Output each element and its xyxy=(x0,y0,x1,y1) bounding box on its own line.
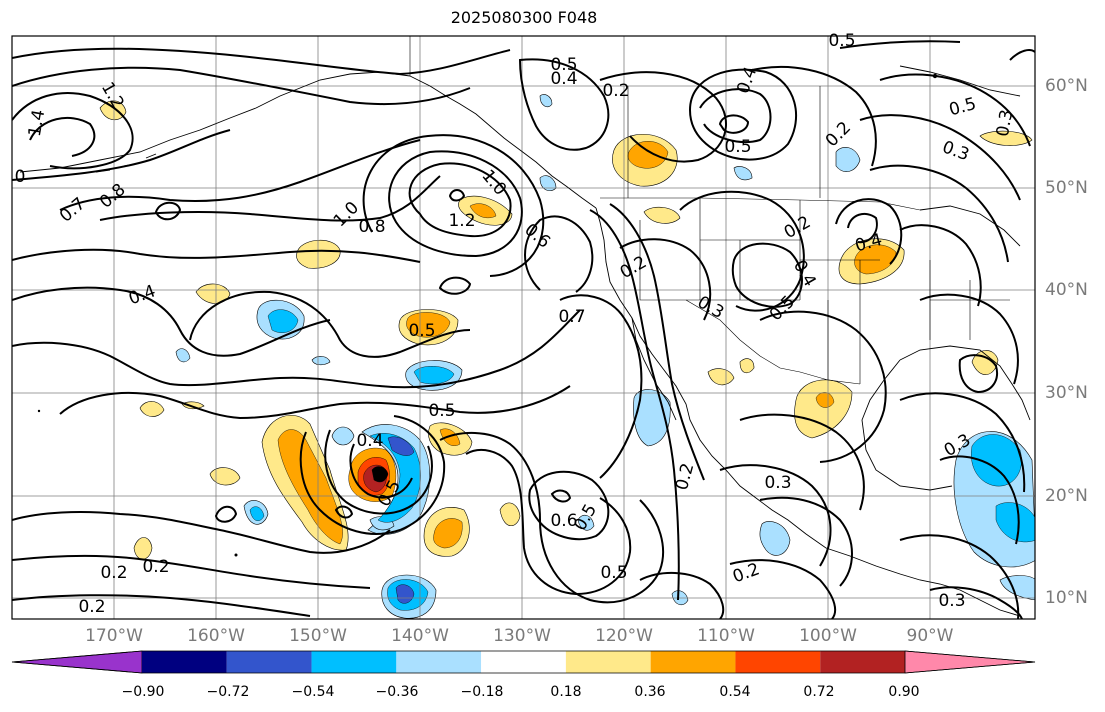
colorbar-tick-label: −0.54 xyxy=(291,684,335,700)
contour-label: 0.5 xyxy=(428,401,455,421)
land-fragments xyxy=(37,73,938,557)
longitude-label: 100°W xyxy=(799,626,857,646)
contour-label: 0.7 xyxy=(558,307,585,327)
contour-label: 0.5 xyxy=(600,563,627,583)
contour-label: 0.5 xyxy=(550,55,577,75)
contour-label: 0.5 xyxy=(766,292,799,325)
latitude-label: 50°N xyxy=(1045,178,1088,198)
longitude-label: 160°W xyxy=(187,626,245,646)
map-frame xyxy=(11,35,1036,620)
colorbar-extend-low xyxy=(11,650,143,674)
positive-anomaly-core xyxy=(348,447,397,502)
colorbar-segment xyxy=(311,651,397,673)
contour-label: 0.7 xyxy=(56,194,90,227)
colorbar-tick-label: 0.36 xyxy=(634,684,666,700)
latitude-label: 40°N xyxy=(1045,280,1088,300)
longitude-label: 90°W xyxy=(906,626,954,646)
contour-label: 0.4 xyxy=(789,257,820,290)
contour-label: 0.8 xyxy=(96,180,130,213)
map-title: 2025080300 F048 xyxy=(450,8,598,27)
contour-label: 0.2 xyxy=(617,252,650,283)
colorbar-tick-label: −0.72 xyxy=(206,684,250,700)
colorbar-tick-label: −0.18 xyxy=(460,684,504,700)
colorbar-segment xyxy=(735,651,821,673)
contour-label: 0.3 xyxy=(940,137,972,165)
contour-label: 1.4 xyxy=(25,108,49,138)
longitude-label: 170°W xyxy=(85,626,143,646)
colorbar-outline xyxy=(11,650,1036,674)
colorbar-tick-label: 0.90 xyxy=(888,684,920,700)
political-borders xyxy=(409,36,1010,385)
positive-anomaly-fill xyxy=(99,100,1033,560)
contour-label: 0.4 xyxy=(356,431,383,451)
contour-label: 0.2 xyxy=(822,118,855,151)
contour-label: 0.3 xyxy=(694,292,727,323)
colorbar-tick-label: 0.18 xyxy=(550,684,582,700)
longitude-label: 110°W xyxy=(697,626,755,646)
contour-label: 0.2 xyxy=(781,212,814,243)
colorbar-segment xyxy=(481,651,566,673)
contour-label: 0.2 xyxy=(78,597,105,617)
contour-label: 0.2 xyxy=(602,81,629,101)
contour-label: 0 xyxy=(15,167,26,187)
colorbar-extend-high xyxy=(904,650,1036,674)
colorbar-segment xyxy=(565,651,651,673)
contour-label: 0.4 xyxy=(550,69,577,89)
negative-anomaly-strong xyxy=(387,436,415,604)
colorbar-tick-label: −0.36 xyxy=(375,684,419,700)
colorbar-tick-label: 0.54 xyxy=(719,684,751,700)
contour-label: 0.5 xyxy=(724,137,751,157)
latitude-label: 60°N xyxy=(1045,76,1088,96)
contour-label: 0.2 xyxy=(142,557,169,577)
latitude-label: 30°N xyxy=(1045,383,1088,403)
contour-label: 0.8 xyxy=(358,217,385,237)
shaded-anomalies xyxy=(99,94,1035,619)
longitude-label: 130°W xyxy=(493,626,551,646)
contour-label: 0.2 xyxy=(672,461,698,492)
latitude-label: 20°N xyxy=(1045,486,1088,506)
contour-label: 0.5 xyxy=(947,94,978,120)
colorbar-tick-label: −0.90 xyxy=(121,684,165,700)
contour-label: 0.5 xyxy=(408,321,435,341)
colorbar-segment xyxy=(820,651,905,673)
longitude-label: 120°W xyxy=(595,626,653,646)
colorbar-segment xyxy=(226,651,312,673)
longitude-label: 150°W xyxy=(289,626,347,646)
contour-label: 0.2 xyxy=(100,563,127,583)
contour-label: 0.3 xyxy=(993,108,1017,138)
contour-label: 0.5 xyxy=(828,31,855,51)
longitude-label: 140°W xyxy=(391,626,449,646)
colorbar-segment xyxy=(396,651,482,673)
contour-label: 0.4 xyxy=(126,281,158,309)
contour-label: 0.6 xyxy=(550,511,577,531)
colorbar xyxy=(11,650,1036,674)
colorbar-segment xyxy=(142,651,227,673)
colorbar-segment xyxy=(650,651,736,673)
contour-label: 0.3 xyxy=(764,473,791,493)
latitude-label: 10°N xyxy=(1045,588,1088,608)
contour-label: 0.3 xyxy=(938,591,965,611)
contour-label: 1.2 xyxy=(448,211,475,231)
contour-lines xyxy=(12,40,1035,619)
colorbar-tick-label: 0.72 xyxy=(803,684,835,700)
coastlines xyxy=(19,65,1031,617)
